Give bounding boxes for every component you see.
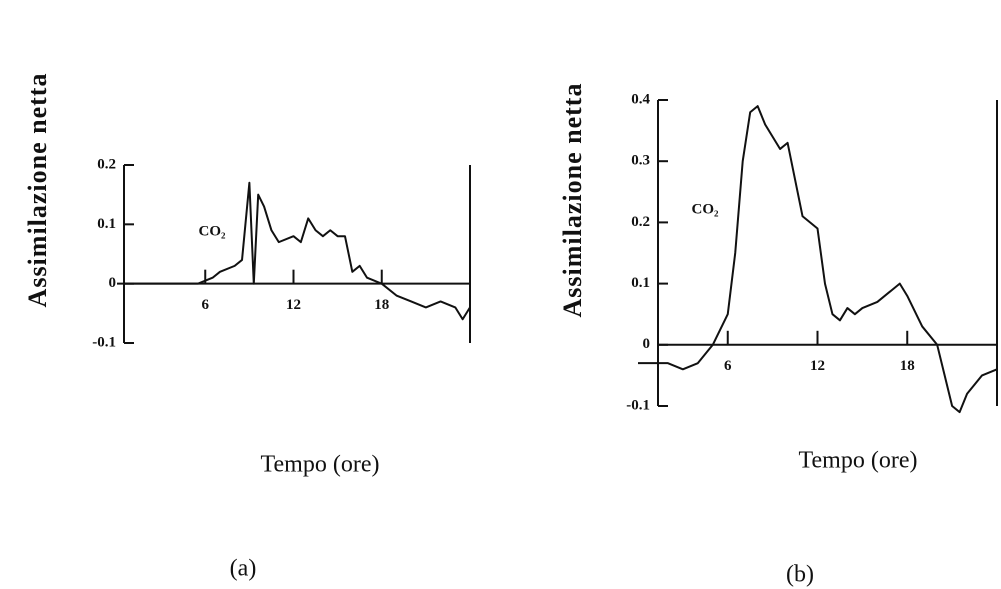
x-tick-label: 18 [374, 297, 389, 313]
x-axis-label: Tempo (ore) [261, 452, 380, 478]
x-axis-label: Tempo (ore) [799, 448, 918, 474]
caption: (b) [786, 562, 814, 588]
y-tick-label: 0 [643, 336, 651, 352]
y-tick-label: -0.1 [626, 397, 650, 413]
y-axis-label: Assimilazione netta [23, 73, 52, 308]
y-tick-label: 0.2 [97, 156, 116, 172]
y-tick-label: 0 [109, 275, 117, 291]
x-tick-label: 12 [810, 358, 825, 374]
y-tick-label: 0.3 [631, 153, 650, 169]
data-line [638, 105, 998, 414]
x-tick-label: 6 [724, 358, 732, 374]
y-tick-label: 0.2 [631, 214, 650, 230]
x-tick-label: 6 [202, 297, 210, 313]
data-line [117, 181, 471, 321]
x-tick-label: 18 [900, 358, 915, 374]
y-axis-label: Assimilazione netta [558, 83, 587, 318]
y-tick-label: 0.4 [631, 91, 650, 107]
y-tick-label: 0.1 [631, 275, 650, 291]
y-tick-label: 0.1 [97, 216, 116, 232]
y-tick-label: -0.1 [92, 334, 116, 350]
annotation: CO₂ [692, 201, 720, 217]
caption: (a) [230, 556, 257, 582]
x-tick-label: 12 [286, 297, 301, 313]
annotation: CO₂ [199, 223, 227, 239]
